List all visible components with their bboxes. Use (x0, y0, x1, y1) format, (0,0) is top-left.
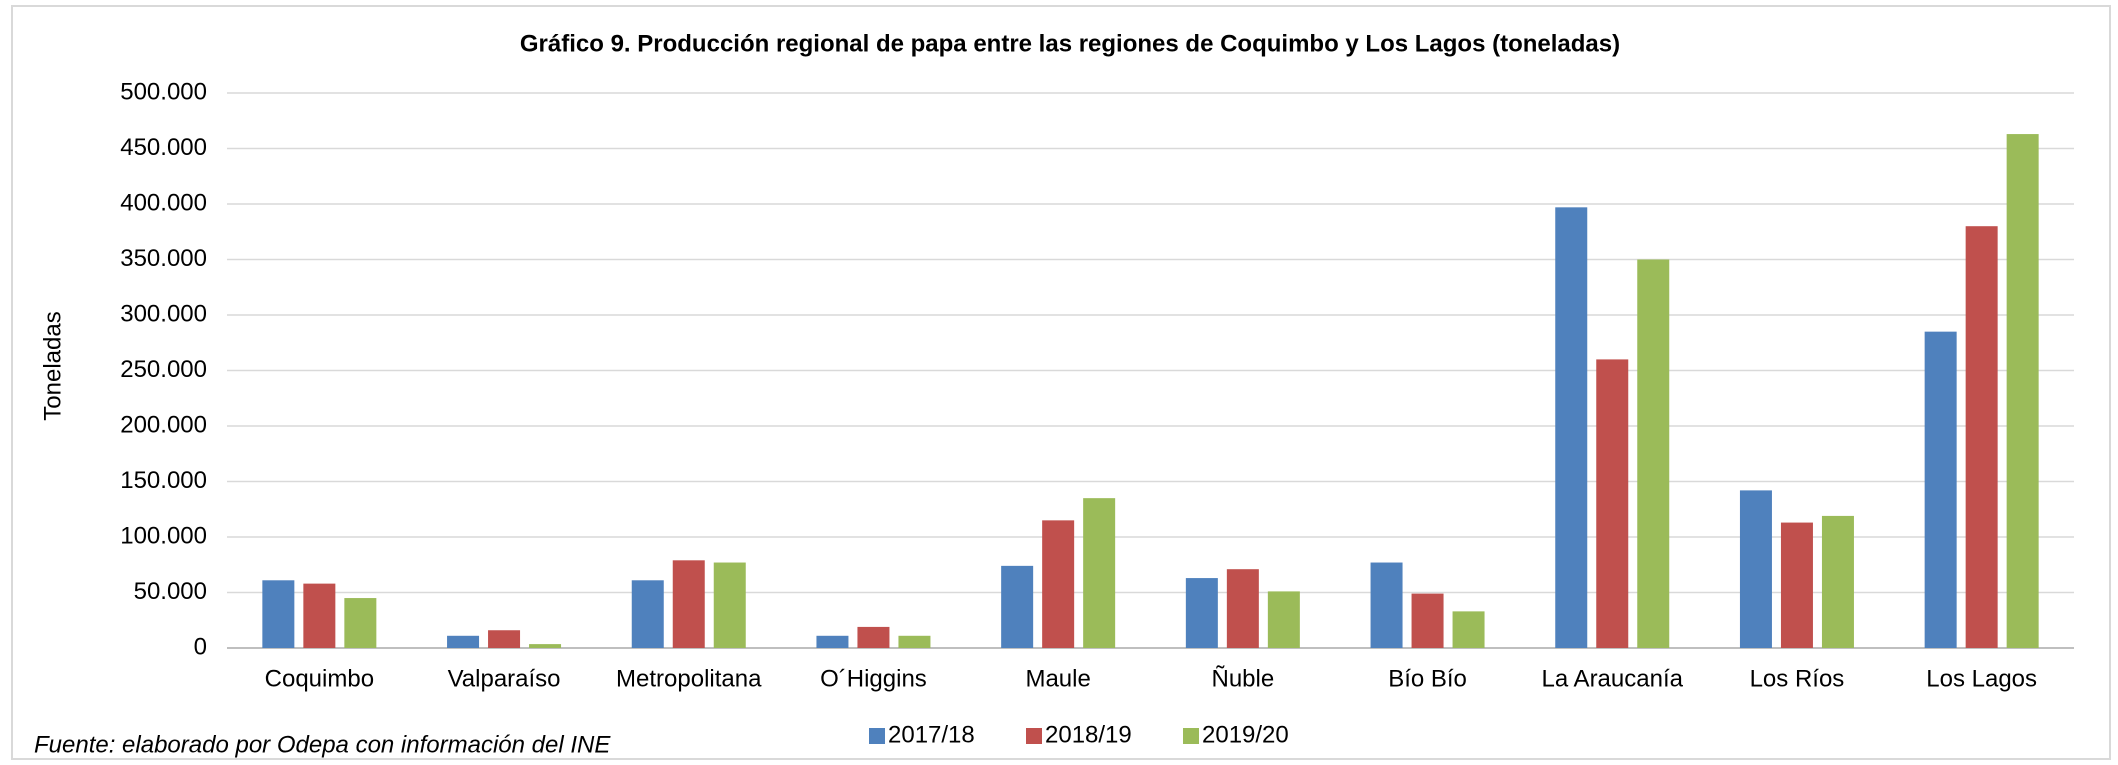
y-tick-label: 50.000 (134, 578, 207, 605)
bar (857, 626, 890, 648)
y-tick-label: 450.000 (120, 134, 207, 161)
x-tick-label: Los Ríos (1750, 665, 1845, 692)
bar (1452, 611, 1485, 648)
y-axis-label: Toneladas (39, 311, 66, 420)
y-tick-label: 100.000 (120, 522, 207, 549)
bar (447, 635, 480, 648)
y-tick-label: 200.000 (120, 411, 207, 438)
x-tick-label: Maule (1025, 665, 1090, 692)
bar (1370, 562, 1403, 648)
y-tick-label: 300.000 (120, 300, 207, 327)
x-tick-label: O´Higgins (820, 665, 927, 692)
y-tick-label: 500.000 (120, 78, 207, 105)
bar (529, 644, 562, 648)
bar (1001, 565, 1034, 648)
y-tick-label: 150.000 (120, 467, 207, 494)
legend-label: 2017/18 (888, 721, 975, 748)
x-tick-label: Los Lagos (1926, 665, 2037, 692)
bar (1185, 578, 1218, 648)
bar (713, 562, 746, 648)
bar (1226, 569, 1259, 648)
x-tick-label: Valparaíso (448, 665, 561, 692)
bar (631, 580, 664, 648)
x-tick-label: Bío Bío (1388, 665, 1467, 692)
x-tick-label: Metropolitana (616, 665, 762, 692)
bar (262, 580, 295, 648)
bar (1555, 207, 1588, 648)
bar (1965, 226, 1998, 648)
legend-label: 2019/20 (1202, 721, 1289, 748)
legend-swatch (869, 728, 885, 744)
bar (488, 630, 521, 648)
x-tick-label: Coquimbo (265, 665, 374, 692)
x-tick-label: La Araucanía (1542, 665, 1684, 692)
legend-swatch (1026, 728, 1042, 744)
bar (1780, 522, 1813, 648)
x-tick-label: Ñuble (1211, 665, 1274, 692)
bar (2006, 134, 2039, 648)
y-tick-label: 400.000 (120, 189, 207, 216)
y-tick-label: 250.000 (120, 356, 207, 383)
bar (672, 560, 705, 648)
bar (1924, 331, 1957, 648)
bar (816, 635, 849, 648)
bar (1267, 591, 1300, 648)
bar (1739, 490, 1772, 648)
bar (1821, 515, 1854, 648)
bar (1637, 259, 1670, 648)
chart-title: Gráfico 9. Producción regional de papa e… (520, 30, 1620, 57)
bar (1411, 593, 1444, 648)
bar (1083, 498, 1116, 648)
bar (1042, 520, 1075, 648)
legend-swatch (1183, 728, 1199, 744)
bar (898, 635, 931, 648)
bar (303, 583, 336, 648)
legend-label: 2018/19 (1045, 721, 1132, 748)
bar (1596, 359, 1629, 648)
bar (344, 598, 377, 648)
y-tick-label: 0 (194, 633, 207, 660)
y-tick-label: 350.000 (120, 245, 207, 272)
source-note: Fuente: elaborado por Odepa con informac… (34, 731, 611, 758)
